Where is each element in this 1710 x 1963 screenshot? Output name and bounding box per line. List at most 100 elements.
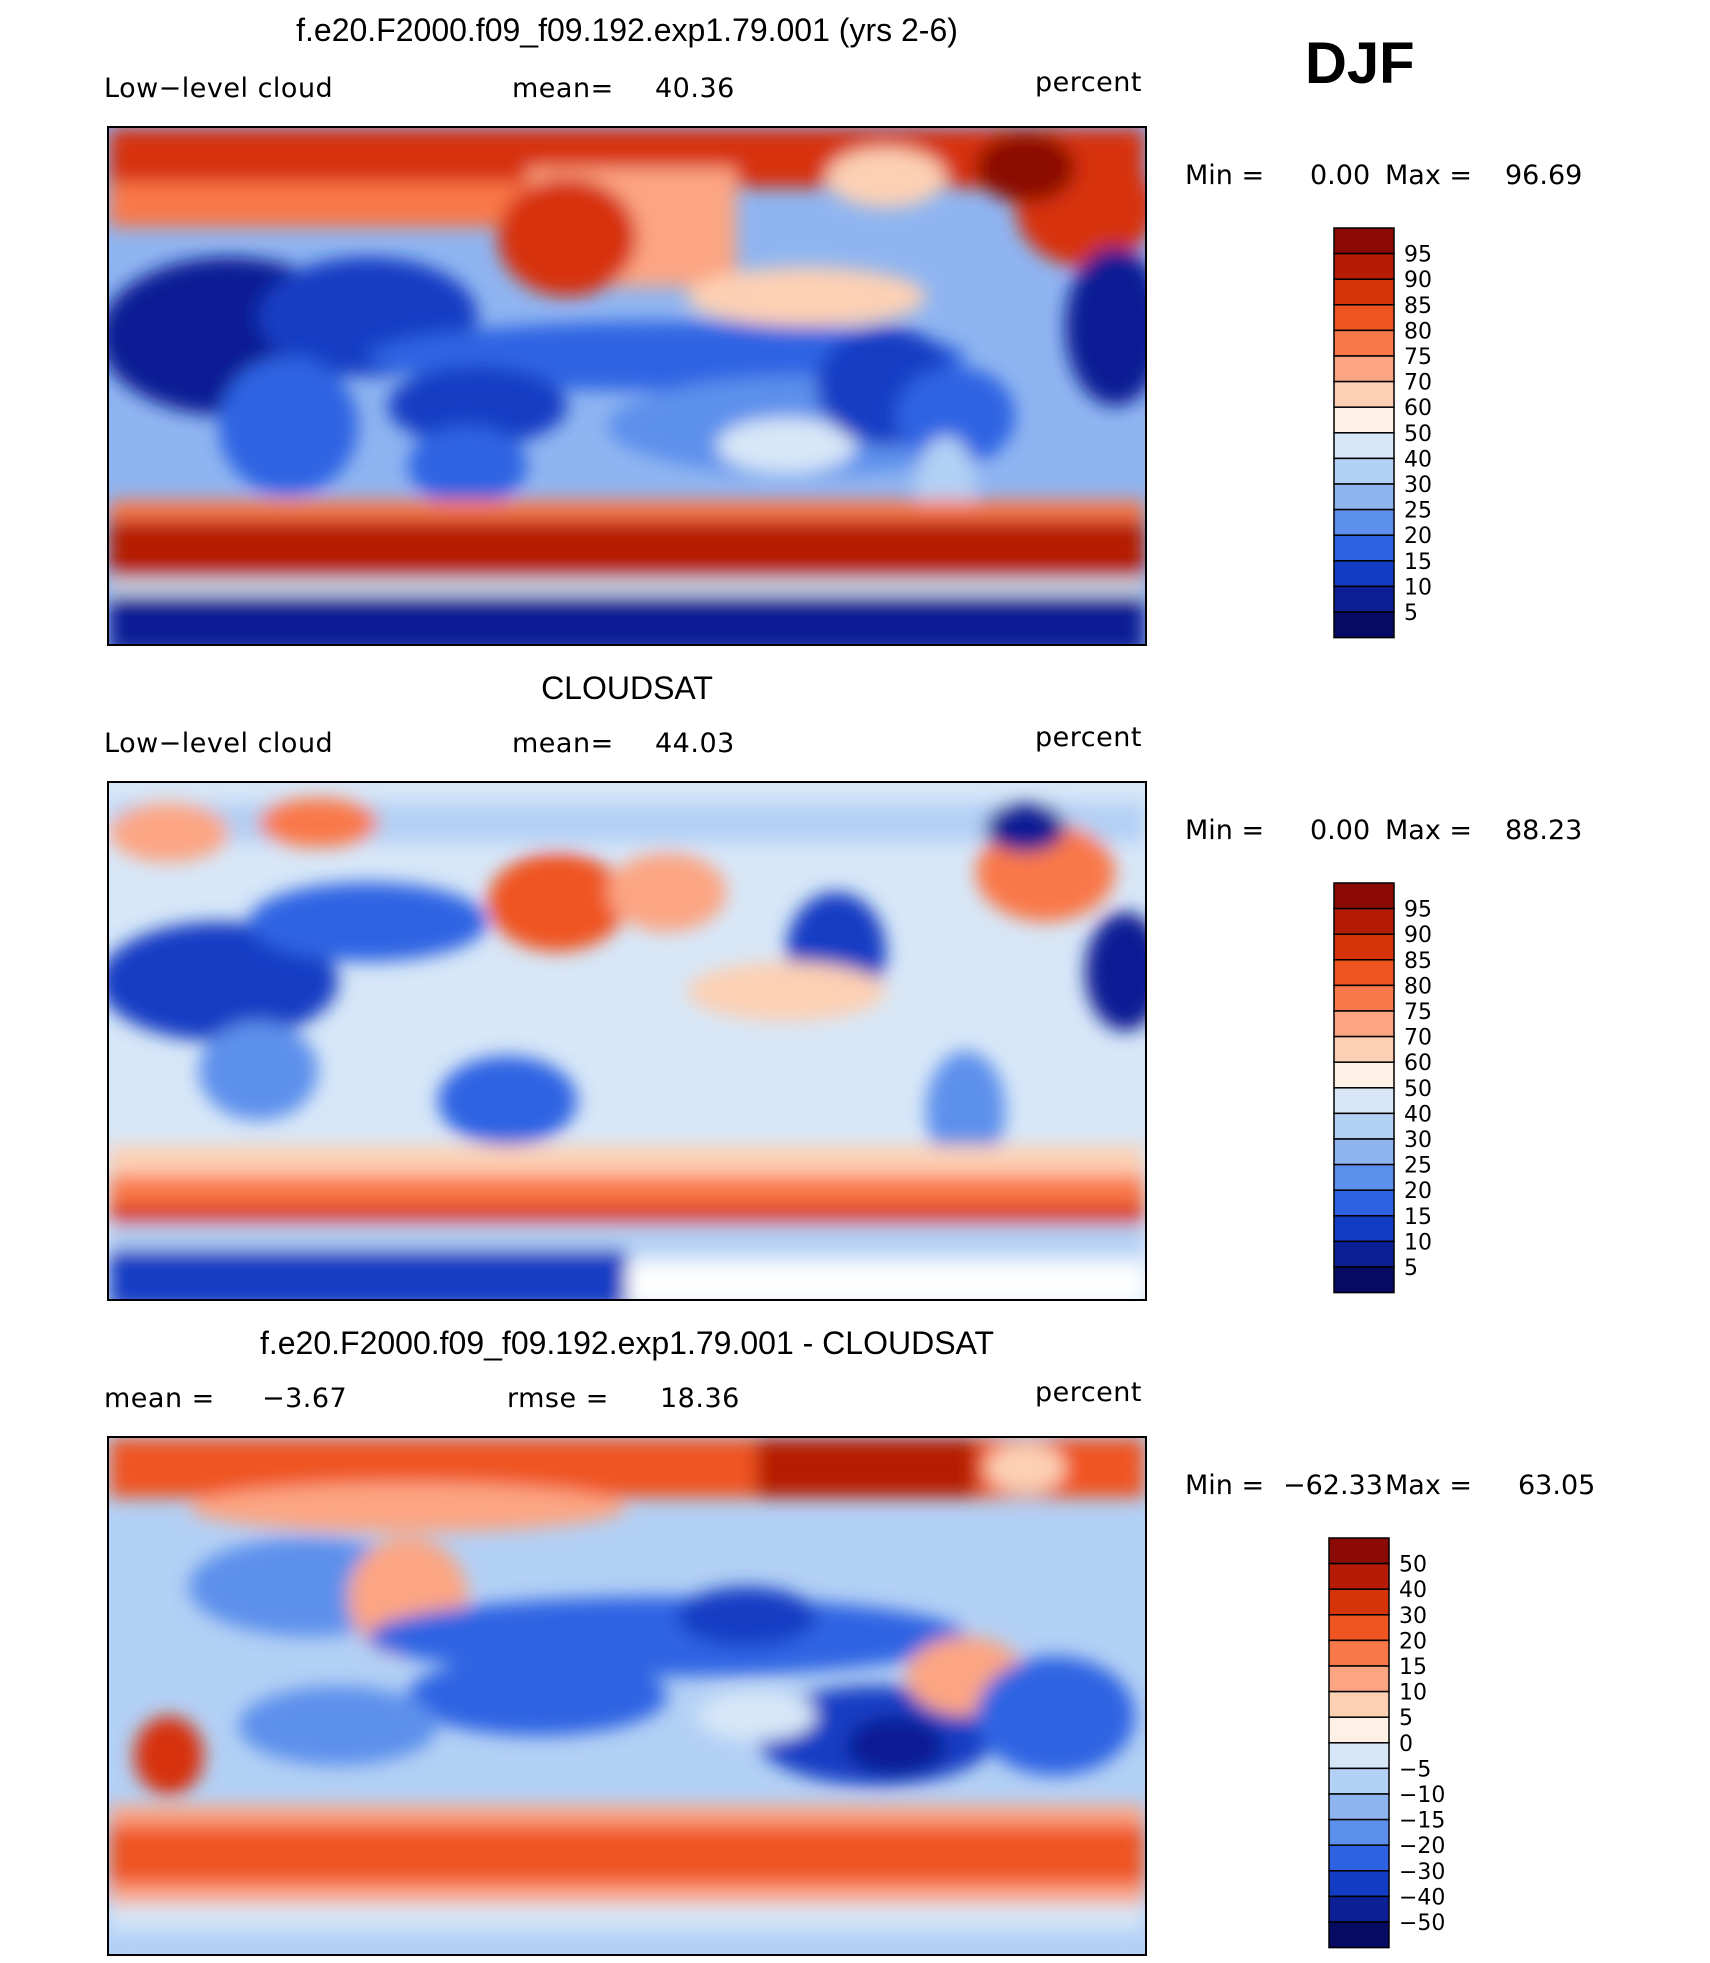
panel-3-colorbar-box	[1328, 1767, 1390, 1795]
panel-1-colorbar-tick-label: 15	[1404, 550, 1432, 575]
panel-2-units: percent	[1035, 722, 1142, 753]
panel-1-colorbar-tick-label: 95	[1404, 243, 1432, 268]
panel-1-colorbar-box	[1333, 534, 1395, 562]
panel-3-colorbar-tick-label: −50	[1399, 1911, 1445, 1936]
panel-1-colorbar-tick-label: 50	[1404, 422, 1432, 447]
panel-2-colorbar-box	[1333, 1215, 1395, 1243]
panel-3-colorbar-tick-label: −15	[1399, 1809, 1445, 1834]
panel-3-colorbar-box	[1328, 1895, 1390, 1923]
panel-2-colorbar-tick-label: 25	[1404, 1154, 1432, 1179]
panel-3-colorbar-box	[1328, 1639, 1390, 1667]
panel-3-colorbar-tick-label: −5	[1399, 1757, 1431, 1782]
panel-2-colorbar-box	[1333, 959, 1395, 987]
panel-3-colorbar-box	[1328, 1537, 1390, 1565]
panel-2-colorbar-tick-label: 50	[1404, 1077, 1432, 1102]
panel-3-colorbar-tick-label: −10	[1399, 1783, 1445, 1808]
panel-3-map	[107, 1436, 1147, 1956]
panel-3-colorbar-box	[1328, 1588, 1390, 1616]
panel-3-colorbar-box	[1328, 1716, 1390, 1744]
panel-3-colorbar-tick-label: 50	[1399, 1553, 1427, 1578]
panel-1-colorbar-box	[1333, 483, 1395, 511]
panel-2-max-label: Max =	[1385, 815, 1473, 846]
panel-1-colorbar-tick-label: 80	[1404, 319, 1432, 344]
panel-2-map	[107, 781, 1147, 1301]
panel-1-mean-label: mean=	[512, 73, 614, 104]
panel-1-colorbar-box	[1333, 329, 1395, 357]
panel-2-colorbar-box	[1333, 1061, 1395, 1089]
panel-3-min-label: Min =	[1185, 1470, 1265, 1501]
panel-2-colorbar-box	[1333, 1035, 1395, 1063]
panel-2-colorbar-box	[1333, 1087, 1395, 1115]
panel-1-colorbar-box	[1333, 432, 1395, 460]
panel-3-colorbar-tick-label: −40	[1399, 1885, 1445, 1910]
panel-1-colorbar-box	[1333, 227, 1395, 255]
panel-2-colorbar-tick-label: 60	[1404, 1051, 1432, 1076]
panel-2-colorbar-tick-label: 30	[1404, 1128, 1432, 1153]
panel-2-colorbar-tick-label: 10	[1404, 1230, 1432, 1255]
panel-2-colorbar-tick-label: 20	[1404, 1179, 1432, 1204]
panel-2-max-value: 88.23	[1505, 815, 1583, 846]
panel-1-colorbar-box	[1333, 585, 1395, 613]
panel-3-colorbar-box	[1328, 1742, 1390, 1770]
panel-1-colorbar-box	[1333, 380, 1395, 408]
panel-2-min-value: 0.00	[1310, 815, 1371, 846]
panel-2-field-label: Low−level cloud	[104, 728, 334, 759]
panel-3-colorbar-tick-label: 40	[1399, 1578, 1427, 1603]
panel-3-title: f.e20.F2000.f09_f09.192.exp1.79.001 - CL…	[259, 1325, 995, 1361]
panel-2-colorbar-tick-label: 95	[1404, 898, 1432, 923]
panel-2-colorbar-box	[1333, 1010, 1395, 1038]
panel-1-colorbar-box	[1333, 304, 1395, 332]
panel-3-rmse-value: 18.36	[660, 1383, 740, 1414]
panel-3-colorbar-box	[1328, 1921, 1390, 1949]
panel-3-colorbar-tick-label: 10	[1399, 1681, 1427, 1706]
panel-3-colorbar-box	[1328, 1818, 1390, 1846]
panel-2-colorbar-tick-label: 5	[1404, 1256, 1418, 1281]
panel-3-colorbar-tick-label: 15	[1399, 1655, 1427, 1680]
panel-2-colorbar-box	[1333, 1240, 1395, 1268]
panel-3-colorbar-box	[1328, 1562, 1390, 1590]
panel-3-min-value: −62.33	[1283, 1470, 1383, 1501]
panel-1-min-label: Min =	[1185, 160, 1265, 191]
season-label: DJF	[1305, 31, 1415, 96]
panel-2-colorbar-box	[1333, 1112, 1395, 1140]
panel-2-colorbar-box	[1333, 933, 1395, 961]
panel-1-units: percent	[1035, 67, 1142, 98]
panel-2-mean-label: mean=	[512, 728, 614, 759]
panel-2-colorbar-box	[1333, 1138, 1395, 1166]
panel-2-min-label: Min =	[1185, 815, 1265, 846]
panel-1-field-label: Low−level cloud	[104, 73, 334, 104]
panel-3-units: percent	[1035, 1377, 1142, 1408]
panel-3-mean-value: −3.67	[262, 1383, 348, 1414]
panel-1-colorbar-tick-label: 30	[1404, 473, 1432, 498]
panel-2-colorbar-box	[1333, 1163, 1395, 1191]
panel-3-colorbar: 50 40 30 20 15 10 5 0 −5 −10 −15 −20 −30 −40 −50	[1327, 1536, 1487, 1949]
panel-1-colorbar-box	[1333, 278, 1395, 306]
panel-1-colorbar-tick-label: 85	[1404, 294, 1432, 319]
panel-3-colorbar-box	[1328, 1870, 1390, 1898]
panel-1-colorbar-tick-label: 60	[1404, 396, 1432, 421]
panel-3-colorbar-tick-label: −30	[1399, 1860, 1445, 1885]
panel-1-colorbar-tick-label: 25	[1404, 499, 1432, 524]
panel-3-colorbar-tick-label: 20	[1399, 1629, 1427, 1654]
panel-2-colorbar-box	[1333, 1189, 1395, 1217]
panel-2-colorbar-box	[1333, 907, 1395, 935]
panel-2-colorbar-tick-label: 75	[1404, 1000, 1432, 1025]
panel-2-colorbar-box	[1333, 882, 1395, 910]
panel-1-colorbar-box	[1333, 355, 1395, 383]
panel-3-colorbar-tick-label: 30	[1399, 1604, 1427, 1629]
panel-3-max-label: Max =	[1385, 1470, 1473, 1501]
panel-1-mean-value: 40.36	[655, 73, 735, 104]
panel-1-colorbar-tick-label: 75	[1404, 345, 1432, 370]
panel-3-colorbar-tick-label: 5	[1399, 1706, 1413, 1731]
panel-3-colorbar-box	[1328, 1665, 1390, 1693]
panel-1-colorbar-box	[1333, 560, 1395, 588]
panel-2-colorbar-tick-label: 70	[1404, 1026, 1432, 1051]
panel-1-colorbar-box	[1333, 611, 1395, 639]
panel-1-colorbar-tick-label: 20	[1404, 524, 1432, 549]
panel-3-max-value: 63.05	[1518, 1470, 1596, 1501]
panel-1-colorbar-box	[1333, 508, 1395, 536]
panel-1-colorbar-tick-label: 90	[1404, 268, 1432, 293]
panel-3-mean-label: mean =	[104, 1383, 215, 1414]
panel-3-colorbar-box	[1328, 1614, 1390, 1642]
panel-2-colorbar-box	[1333, 984, 1395, 1012]
